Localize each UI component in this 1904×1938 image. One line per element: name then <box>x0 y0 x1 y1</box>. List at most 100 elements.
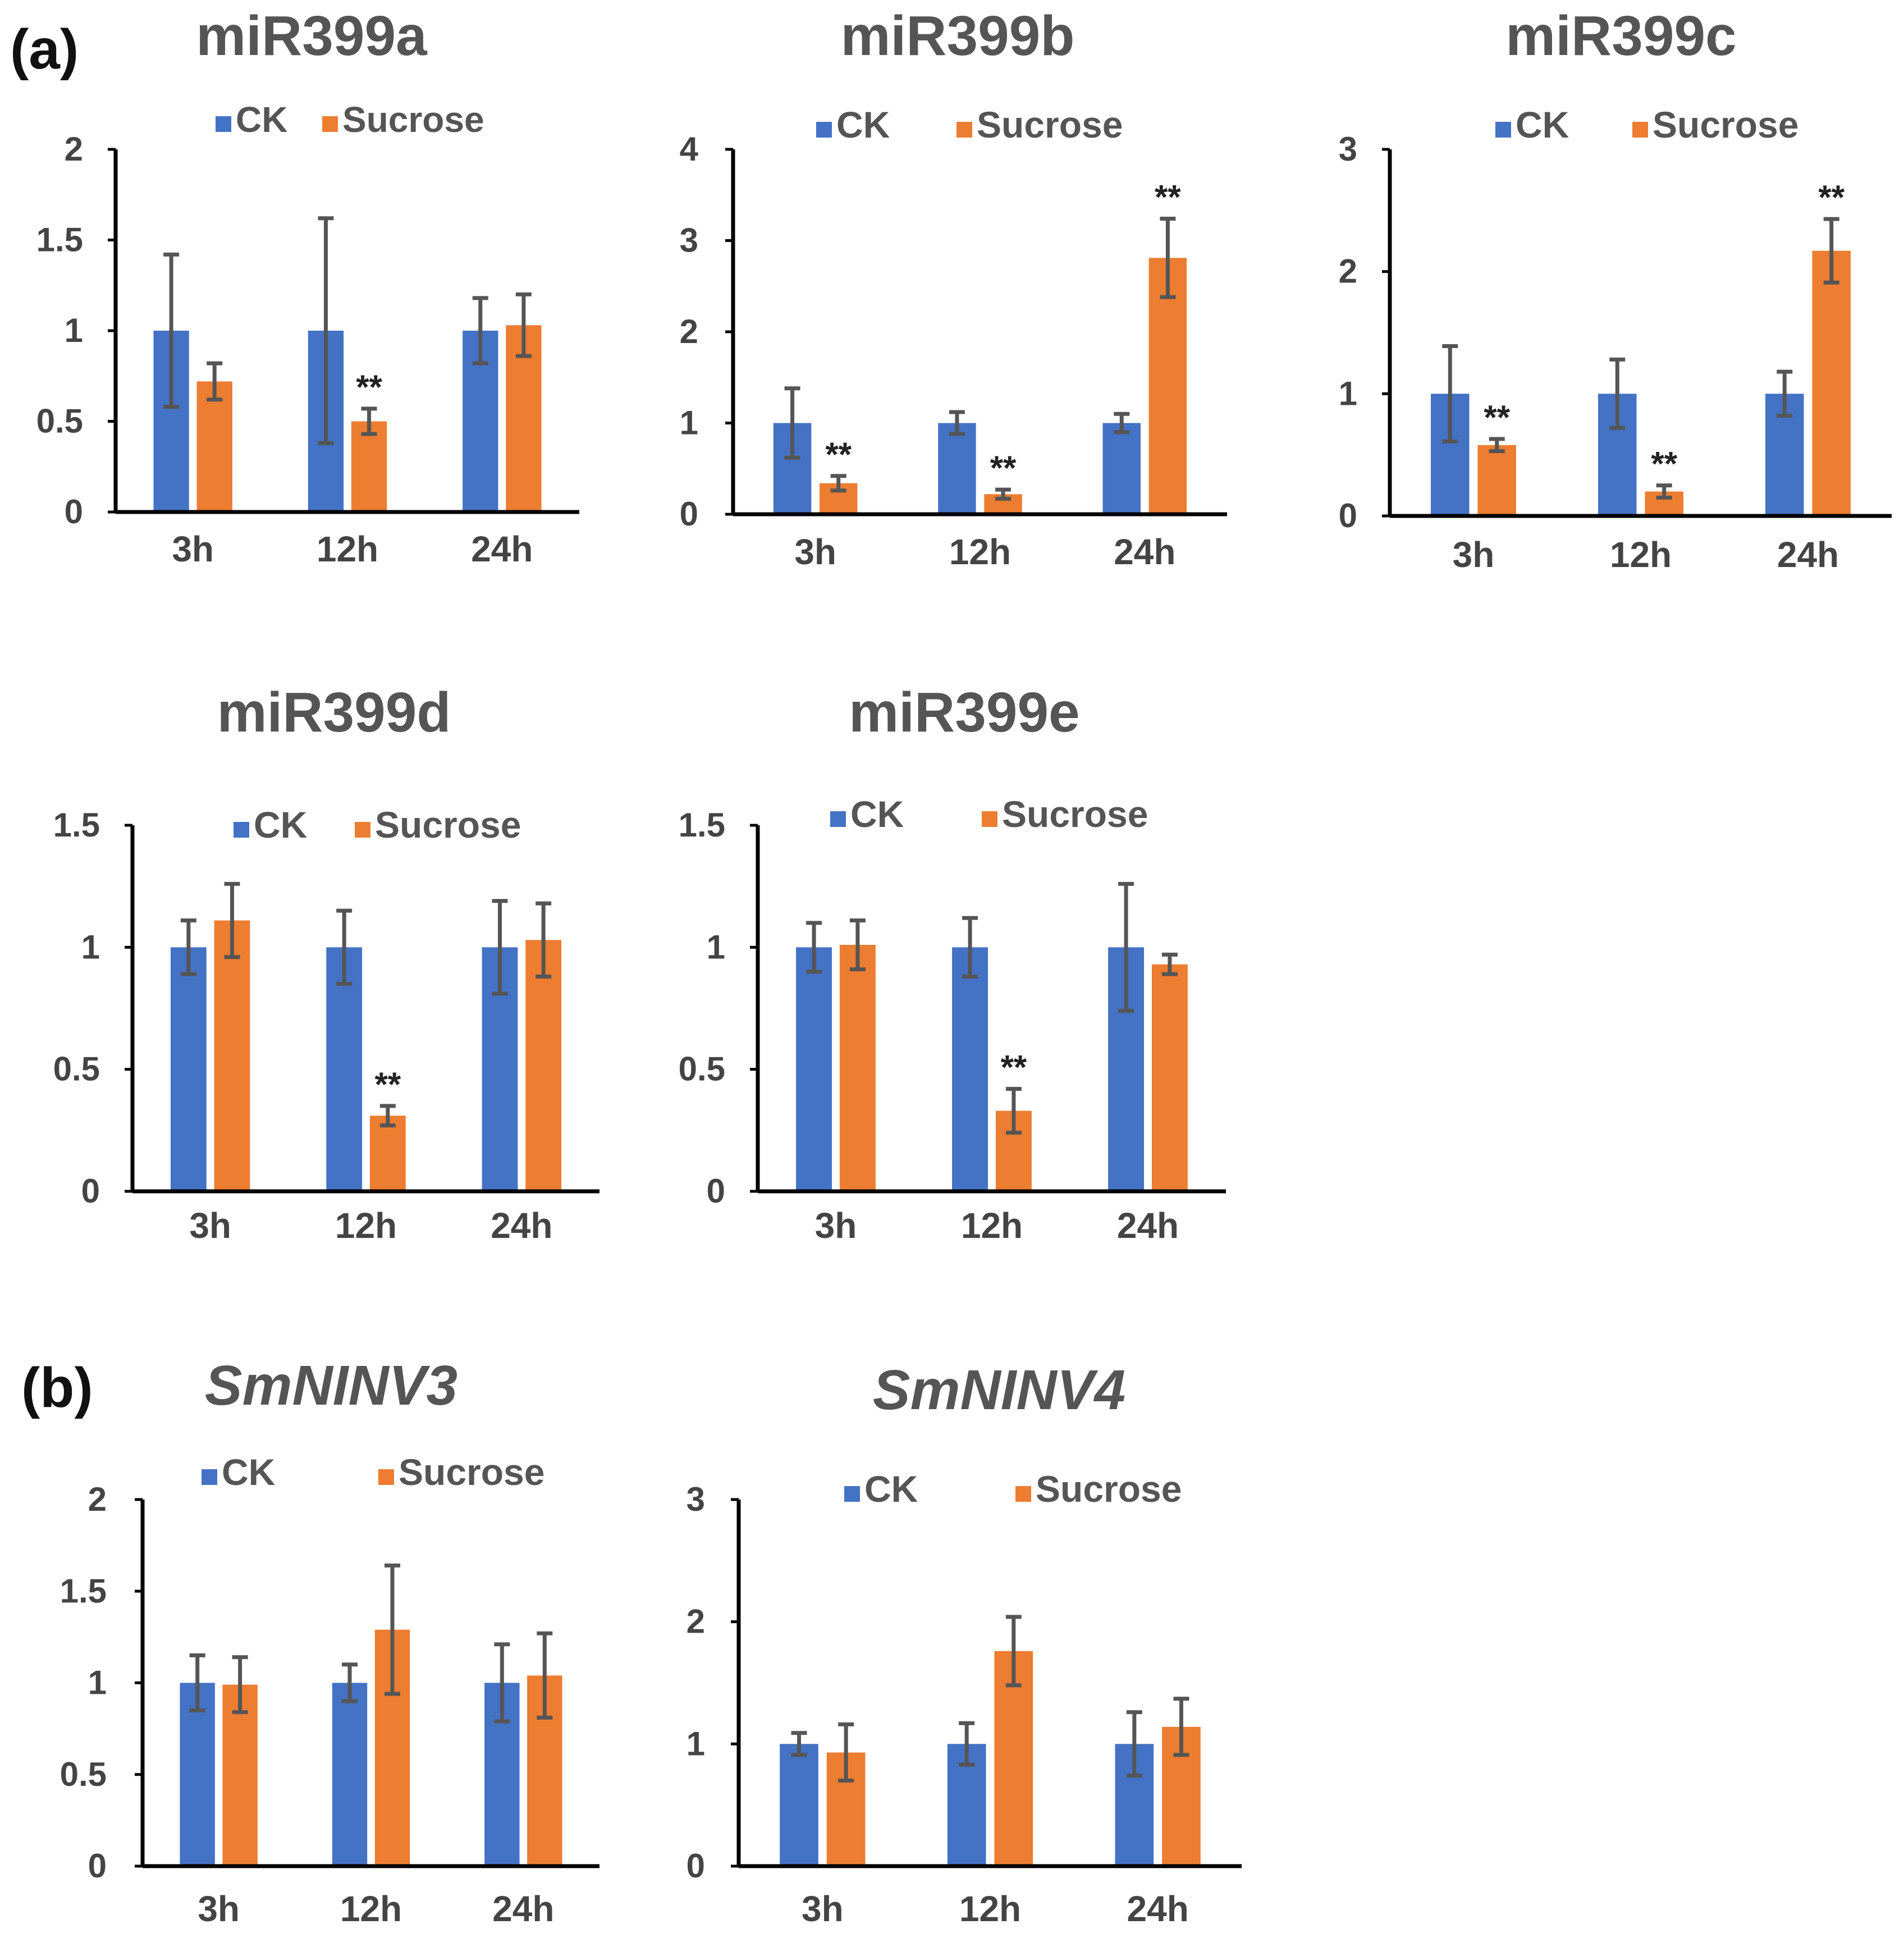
error-bar-sucrose-12h <box>995 487 1012 501</box>
legend-swatch-sucrose <box>355 822 370 838</box>
error-bar-ck-12h <box>318 216 334 445</box>
chart-mir399e: miR399e CK Sucrose 0 0.5 1 1.5 3h ** 12h 24h <box>679 681 1226 1246</box>
error-bar-sucrose-24h <box>1160 217 1176 299</box>
y-tick-label: 0.5 <box>679 1050 725 1088</box>
legend-label-ck: CK <box>850 793 904 835</box>
legend-swatch-ck <box>816 122 832 138</box>
panel-label-b: (b) <box>21 1356 93 1419</box>
error-bar-ck-12h <box>959 1721 975 1767</box>
y-tick-label: 0.5 <box>60 1756 107 1793</box>
error-bar-sucrose-3h <box>207 361 223 402</box>
x-tick-label-3h: 3h <box>189 1205 231 1246</box>
error-bar-sucrose-12h <box>361 406 377 436</box>
legend-swatch-ck <box>202 1469 217 1485</box>
significance-marker: ** <box>356 368 382 406</box>
error-bar-sucrose-24h <box>537 1631 553 1720</box>
significance-marker: ** <box>825 436 852 473</box>
x-tick-label-12h: 12h <box>335 1205 397 1246</box>
bar-ck-12h <box>952 947 988 1191</box>
x-tick-label-3h: 3h <box>1453 534 1495 575</box>
error-bar-ck-12h <box>949 410 965 436</box>
x-tick-label-12h: 12h <box>317 529 378 569</box>
y-tick-label: 3 <box>680 222 698 259</box>
x-tick-label-24h: 24h <box>1114 532 1175 572</box>
legend-swatch-ck <box>844 1486 860 1502</box>
error-bar-ck-24h <box>472 296 488 365</box>
y-tick-label: 1.5 <box>53 806 100 844</box>
error-bar-ck-3h <box>180 918 196 976</box>
y-tick-label: 2 <box>680 313 698 350</box>
x-tick-label-12h: 12h <box>1610 534 1672 575</box>
chart-mir399d: miR399d CK Sucrose 0 0.5 1 1.5 3h ** 12h 24h <box>53 681 599 1246</box>
y-tick-label: 1 <box>686 1725 705 1762</box>
legend-swatch-ck <box>234 822 249 838</box>
error-bar-ck-24h <box>1777 369 1793 418</box>
y-tick-label: 0.5 <box>36 403 83 440</box>
chart-smninv4: SmNINV4 CK Sucrose 0 1 2 3 3h 12h 24h <box>686 1359 1242 1929</box>
y-tick-label: 0 <box>88 1847 107 1885</box>
y-tick-label: 1 <box>65 312 83 349</box>
chart-mir399b: miR399b CK Sucrose 0 1 2 3 4 ** 3h ** 12h ** 24h <box>680 4 1227 572</box>
bar-ck-3h <box>796 947 832 1191</box>
x-tick-label-12h: 12h <box>959 1889 1021 1929</box>
error-bar-ck-24h <box>1118 881 1134 1013</box>
legend-label-ck: CK <box>236 99 287 140</box>
chart-mir399c: miR399c CK Sucrose 0 1 2 3 ** 3h ** 12h ** 24h <box>1339 4 1892 575</box>
legend: CK Sucrose <box>202 1451 544 1493</box>
x-tick-label-12h: 12h <box>340 1889 402 1929</box>
bar-sucrose-3h <box>214 920 250 1191</box>
y-tick-label: 1 <box>88 1664 107 1702</box>
error-bar-sucrose-24h <box>515 292 532 358</box>
error-bar-ck-12h <box>336 908 353 986</box>
y-tick-label: 0.5 <box>53 1050 100 1088</box>
error-bar-ck-3h <box>784 386 800 460</box>
y-tick-label: 0 <box>65 493 83 531</box>
y-tick-label: 1 <box>81 928 100 966</box>
legend-swatch-ck <box>216 116 231 132</box>
x-tick-label-24h: 24h <box>491 1205 552 1246</box>
error-bar-sucrose-24h <box>1161 952 1178 976</box>
legend: CK Sucrose <box>816 104 1123 145</box>
legend-swatch-sucrose <box>1632 122 1648 138</box>
error-bar-ck-24h <box>1126 1710 1142 1778</box>
significance-marker: ** <box>1155 179 1181 216</box>
bar-sucrose-12h <box>369 1116 406 1191</box>
error-bar-sucrose-12h <box>384 1564 400 1696</box>
legend-swatch-ck <box>1495 122 1511 138</box>
legend-label-sucrose: Sucrose <box>1653 104 1798 145</box>
y-tick-label: 1.5 <box>36 221 83 259</box>
bar-sucrose-12h <box>351 421 387 512</box>
chart-title: miR399e <box>849 681 1079 744</box>
legend-swatch-sucrose <box>956 122 972 138</box>
chart-title: miR399b <box>841 4 1075 67</box>
error-bar-sucrose-3h <box>232 1655 248 1715</box>
significance-marker: ** <box>1484 399 1510 436</box>
y-tick-label: 1 <box>1339 374 1357 412</box>
chart-title: miR399d <box>217 681 451 744</box>
legend-label-sucrose: Sucrose <box>375 804 521 845</box>
y-tick-label: 0 <box>680 495 698 533</box>
bar-sucrose-24h <box>1812 250 1851 516</box>
error-bar-ck-24h <box>492 899 508 996</box>
chart-mir399a: miR399a CK Sucrose 0 0.5 1 1.5 2 3h ** 12h 24h <box>36 4 579 569</box>
chart-title: miR399a <box>196 4 428 67</box>
x-tick-label-12h: 12h <box>961 1205 1023 1246</box>
x-tick-label-3h: 3h <box>172 529 214 569</box>
legend-swatch-sucrose <box>322 116 338 132</box>
x-tick-label-3h: 3h <box>198 1889 240 1929</box>
y-tick-label: 0 <box>1339 497 1357 534</box>
bar-ck-3h <box>180 1683 215 1866</box>
significance-marker: ** <box>1001 1048 1027 1086</box>
error-bar-sucrose-24h <box>1823 217 1839 285</box>
legend-label-sucrose: Sucrose <box>399 1451 544 1493</box>
y-tick-label: 1 <box>680 404 698 442</box>
error-bar-sucrose-12h <box>379 1104 396 1128</box>
y-tick-label: 0 <box>81 1172 100 1210</box>
error-bar-ck-24h <box>494 1642 510 1724</box>
x-tick-label-3h: 3h <box>815 1205 857 1246</box>
chart-title: miR399c <box>1505 4 1736 67</box>
bar-ck-3h <box>170 947 207 1191</box>
legend-label-sucrose: Sucrose <box>977 104 1123 145</box>
error-bar-ck-12h <box>962 916 978 979</box>
